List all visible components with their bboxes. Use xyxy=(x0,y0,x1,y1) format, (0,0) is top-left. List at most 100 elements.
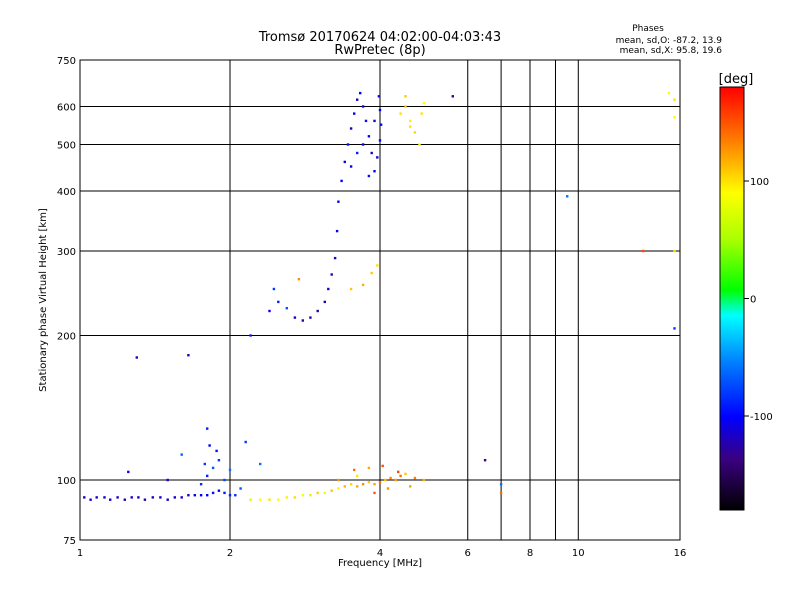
legend-x-mode-stats: mean, sd,X: 95.8, 19.6 xyxy=(620,46,723,56)
data-point xyxy=(379,123,383,126)
data-point xyxy=(277,498,280,501)
data-point xyxy=(330,273,333,276)
data-point xyxy=(409,125,412,128)
data-point xyxy=(378,108,382,112)
y-tick-label: 200 xyxy=(57,332,76,343)
data-point xyxy=(159,496,162,499)
data-point xyxy=(166,498,169,501)
data-point xyxy=(353,112,356,115)
data-point xyxy=(673,327,676,330)
data-point xyxy=(361,483,365,486)
data-point xyxy=(367,174,371,178)
data-point xyxy=(386,487,390,490)
colorbar-gradient xyxy=(719,86,745,511)
data-point xyxy=(349,165,353,168)
data-point xyxy=(356,474,359,478)
data-point xyxy=(335,229,339,233)
data-point xyxy=(451,95,454,98)
data-point xyxy=(223,491,226,495)
data-point xyxy=(404,105,407,108)
data-point xyxy=(323,300,326,304)
data-point xyxy=(367,480,371,484)
colorbar-tick-label: 0 xyxy=(750,295,756,306)
data-point xyxy=(376,156,379,159)
x-tick-label: 4 xyxy=(377,548,383,559)
data-point xyxy=(249,498,252,501)
data-point xyxy=(399,112,402,115)
data-point xyxy=(367,135,371,138)
data-point xyxy=(373,491,376,495)
data-point xyxy=(135,356,138,359)
data-point xyxy=(361,105,365,108)
data-point xyxy=(399,474,402,478)
data-point xyxy=(268,309,271,313)
data-point xyxy=(180,453,183,456)
data-point xyxy=(343,485,346,488)
data-point xyxy=(293,316,297,319)
data-point xyxy=(356,485,359,488)
legend-o-mode-stats: mean, sd,O: -87.2, 13.9 xyxy=(616,36,723,46)
phase-colorbar: [deg] 100 0 -100 xyxy=(719,72,773,511)
data-point xyxy=(349,287,353,291)
data-point xyxy=(340,179,343,183)
data-point xyxy=(420,112,423,115)
data-point xyxy=(378,139,382,142)
data-point xyxy=(349,483,353,486)
data-point xyxy=(361,283,365,287)
y-tick-label: 75 xyxy=(63,536,76,547)
data-point xyxy=(187,354,190,357)
colorbar-tick-label: 100 xyxy=(750,177,769,188)
data-point xyxy=(373,483,376,486)
y-axis-label: Stationary phase Virtual Height [km] xyxy=(38,208,49,392)
data-point xyxy=(143,498,147,501)
x-tick-label: 6 xyxy=(465,548,471,559)
data-point xyxy=(208,444,211,447)
data-point xyxy=(199,483,203,486)
data-point xyxy=(418,143,421,146)
data-point xyxy=(356,151,359,155)
data-point xyxy=(228,468,232,472)
data-point xyxy=(370,151,373,155)
data-point xyxy=(378,480,382,484)
data-point xyxy=(349,127,353,130)
data-point xyxy=(234,494,237,497)
data-point xyxy=(166,478,169,482)
x-tick-label: 16 xyxy=(674,548,687,559)
data-point xyxy=(409,119,412,123)
data-point xyxy=(123,498,126,501)
data-point xyxy=(109,498,112,501)
data-point xyxy=(215,449,218,453)
grid-lines xyxy=(80,60,680,540)
data-point xyxy=(404,472,407,476)
data-point xyxy=(673,249,676,253)
data-point xyxy=(223,478,226,482)
data-point xyxy=(239,487,242,490)
data-point xyxy=(337,487,340,490)
y-tick-label: 300 xyxy=(57,247,76,258)
data-point xyxy=(367,466,371,470)
data-point xyxy=(217,489,221,492)
data-point xyxy=(323,491,326,495)
x-axis-ticks: 1 2 4 6 8 10 16 xyxy=(77,548,687,559)
data-point xyxy=(404,95,407,98)
colorbar-tick-label: -100 xyxy=(750,412,773,423)
data-point xyxy=(381,464,384,468)
data-point xyxy=(116,496,119,499)
data-point xyxy=(364,119,368,123)
plot-area: 1 2 4 6 8 10 16 75 100 200 300 400 500 600 750 xyxy=(57,56,686,559)
data-point xyxy=(361,143,365,146)
y-tick-label: 100 xyxy=(57,476,76,487)
x-axis-label: Frequency [MHz] xyxy=(338,558,422,569)
data-point xyxy=(413,476,417,480)
data-point xyxy=(673,98,676,101)
data-point xyxy=(409,485,412,488)
data-point xyxy=(83,496,86,499)
data-point xyxy=(566,195,569,198)
data-point xyxy=(127,470,130,474)
data-point xyxy=(206,427,209,430)
data-point xyxy=(206,474,209,478)
data-point xyxy=(642,249,645,253)
data-point xyxy=(203,462,206,466)
data-point xyxy=(330,489,333,492)
